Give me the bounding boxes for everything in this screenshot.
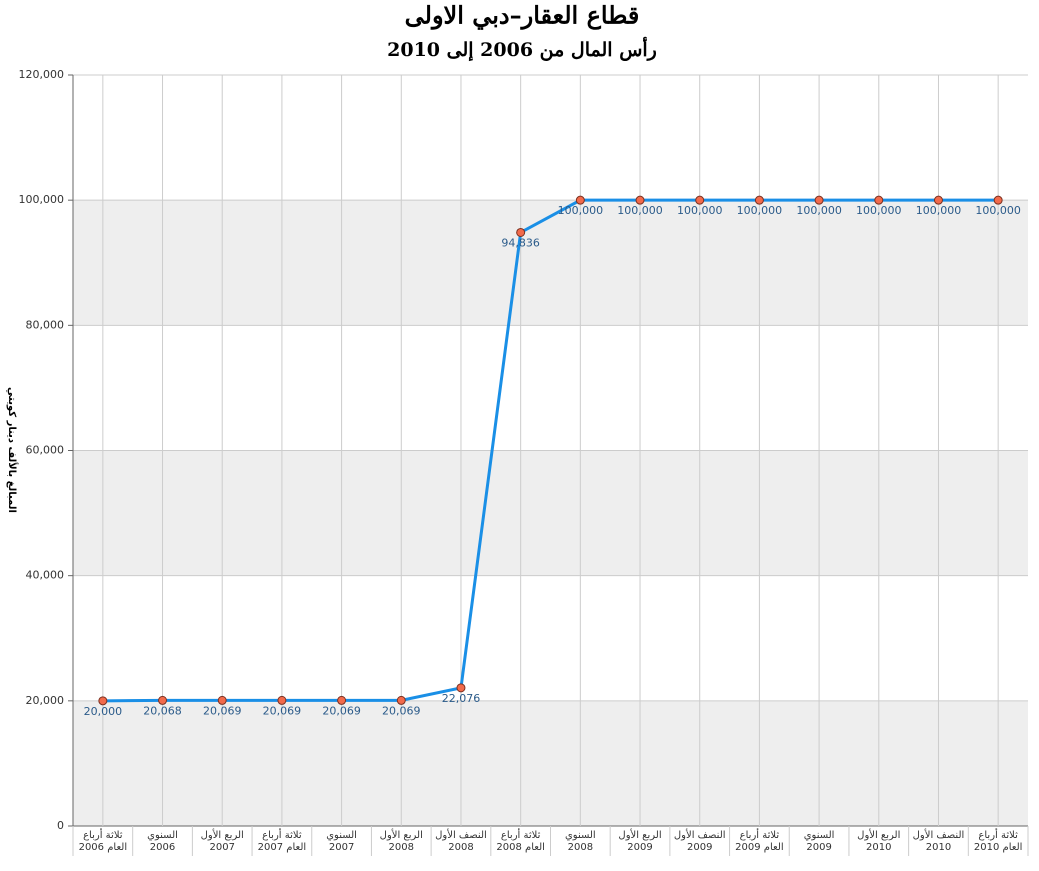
x-tick-label: السنوي 2008 [564,830,596,853]
x-tick-label: السنوي 2006 [147,830,178,853]
value-label: 100,000 [677,204,723,217]
value-label: 94,836 [501,236,540,249]
value-label: 20,069 [203,704,242,717]
y-tick-label: 60,000 [26,444,65,457]
x-tick-label: الربع الأول 2010 [857,830,901,853]
value-label: 20,069 [322,704,361,717]
x-tick-label: السنوي 2007 [326,830,357,853]
x-tick-label: السنوي 2009 [803,830,835,853]
point-marker [217,695,227,705]
point-marker [635,195,645,205]
y-tick-label: 40,000 [26,569,65,582]
value-label: 20,069 [263,704,302,717]
x-tick-label: ثلاثة أرباع العام 2007 [257,830,307,853]
x-tick-label: ثلاثة أرباع العام 2006 [78,830,128,853]
point-marker [874,195,884,205]
x-tick-label: النصف الأول 2008 [435,830,487,853]
y-tick-label: 20,000 [26,694,65,707]
point-marker [396,695,406,705]
y-tick-label: 100,000 [19,193,65,206]
value-label: 100,000 [796,204,842,217]
point-marker [516,227,526,237]
grid-band [73,200,1028,326]
y-axis-label: المبالغ بالألف دينار كويتي [6,387,19,513]
value-label: 22,076 [442,692,481,705]
point-marker [695,195,705,205]
point-marker [98,696,108,706]
value-label: 20,068 [143,704,182,717]
value-label: 100,000 [558,204,604,217]
value-label: 100,000 [617,204,663,217]
value-label: 100,000 [975,204,1021,217]
point-marker [158,695,168,705]
x-tick-label: الربع الأول 2007 [200,830,244,853]
chart-title: قطاع العقار–دبي الاولى [405,1,640,31]
x-tick-label: النصف الأول 2010 [912,830,965,853]
point-marker [814,195,824,205]
value-label: 20,069 [382,704,421,717]
y-tick-label: 120,000 [19,68,65,81]
point-marker [277,695,287,705]
x-tick-label: النصف الأول 2009 [673,830,726,853]
point-marker [337,695,347,705]
x-tick-label: الربع الأول 2008 [379,830,423,853]
x-tick-label: ثلاثة أرباع العام 2008 [496,830,545,853]
series-line [102,198,999,703]
point-marker [456,683,466,693]
point-marker [575,195,585,205]
x-tick-label: ثلاثة أرباع العام 2009 [735,830,784,853]
chart-subtitle: رأس المال من 2006 إلى 2010 [387,36,657,62]
grid-band [73,450,1028,576]
point-marker [754,195,764,205]
value-label: 100,000 [856,204,902,217]
value-label: 100,000 [737,204,783,217]
point-marker [993,195,1003,205]
value-label: 100,000 [916,204,962,217]
grid-band [73,700,1028,826]
point-marker [933,195,943,205]
x-tick-label: الربع الأول 2009 [618,830,662,853]
x-tick-label: ثلاثة أرباع العام 2010 [973,830,1023,853]
value-label: 20,000 [84,705,123,718]
y-tick-label: 0 [57,819,64,832]
y-tick-label: 80,000 [26,318,65,331]
